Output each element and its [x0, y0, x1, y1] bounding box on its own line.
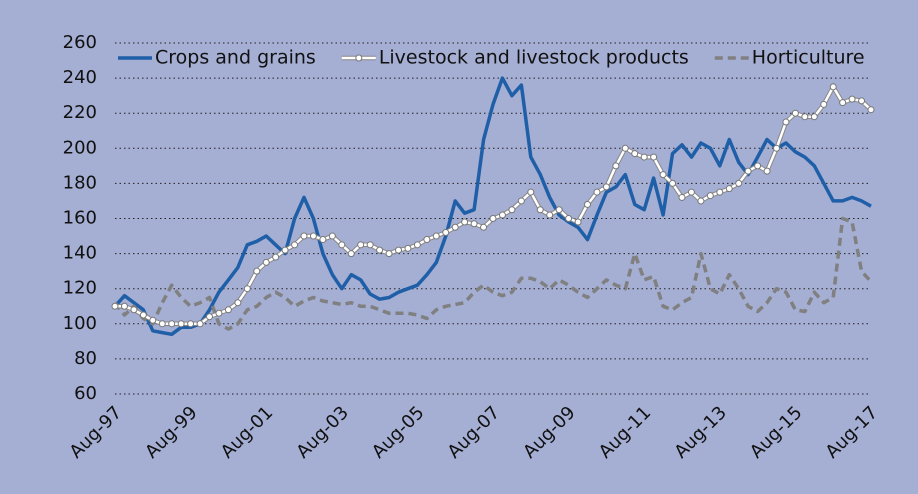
series-marker — [498, 211, 506, 219]
series-marker — [631, 150, 639, 158]
y-tick-label: 60 — [74, 383, 97, 404]
series-marker — [262, 258, 270, 266]
series-marker — [177, 320, 185, 328]
series-marker — [621, 144, 629, 152]
series-marker — [725, 185, 733, 193]
series-marker — [763, 167, 771, 175]
series-marker — [357, 241, 365, 249]
legend-label: Horticulture — [752, 47, 865, 69]
series-marker — [168, 320, 176, 328]
series-marker — [253, 267, 261, 275]
series-marker — [158, 320, 166, 328]
series-marker — [130, 306, 138, 314]
series-marker — [574, 218, 582, 226]
series-marker — [527, 188, 535, 196]
series-marker — [829, 83, 837, 91]
series-marker — [858, 97, 866, 105]
series-marker — [706, 192, 714, 200]
series-marker — [338, 241, 346, 249]
series-marker — [640, 153, 648, 161]
series-marker — [149, 316, 157, 324]
y-tick-label: 220 — [63, 102, 97, 123]
series-marker — [697, 197, 705, 205]
series-marker — [442, 229, 450, 237]
series-marker — [470, 220, 478, 228]
series-marker — [612, 162, 620, 170]
series-marker — [234, 299, 242, 307]
series-marker — [593, 188, 601, 196]
series-marker — [782, 118, 790, 126]
series-marker — [650, 153, 658, 161]
series-marker — [546, 211, 554, 219]
legend-label: Livestock and livestock products — [379, 47, 689, 69]
series-marker — [187, 320, 195, 328]
series-marker — [489, 215, 497, 222]
y-tick-label: 120 — [63, 278, 97, 299]
y-tick-label: 100 — [63, 313, 97, 334]
series-marker — [461, 218, 469, 226]
series-marker — [243, 285, 251, 293]
series-marker — [451, 223, 459, 231]
series-marker — [687, 188, 695, 196]
series-marker — [404, 244, 412, 252]
y-tick-label: 180 — [63, 172, 97, 193]
series-marker — [215, 309, 223, 317]
y-tick-label: 80 — [74, 348, 97, 369]
series-marker — [839, 99, 847, 107]
series-marker — [395, 246, 402, 254]
series-marker — [848, 95, 856, 103]
y-tick-label: 260 — [63, 32, 97, 53]
series-marker — [744, 167, 752, 175]
series-marker — [206, 313, 213, 321]
series-marker — [810, 113, 818, 121]
y-tick-label: 200 — [63, 137, 97, 158]
series-marker — [480, 223, 488, 231]
series-marker — [565, 215, 573, 222]
series-marker — [716, 188, 724, 196]
series-marker — [366, 241, 374, 249]
series-marker — [300, 232, 308, 240]
series-marker — [773, 144, 780, 152]
series-marker — [196, 320, 204, 328]
series-marker — [423, 236, 431, 244]
series-marker — [735, 179, 743, 187]
y-tick-label: 160 — [63, 208, 97, 229]
series-marker — [281, 246, 289, 254]
series-line — [113, 216, 873, 331]
legend-label: Crops and grains — [155, 47, 316, 69]
series-marker — [801, 113, 809, 121]
series-marker — [309, 232, 317, 240]
series-marker — [272, 253, 280, 261]
series-marker — [224, 306, 232, 314]
series-marker — [111, 302, 119, 310]
series-marker — [432, 232, 440, 240]
series-marker — [584, 200, 591, 208]
series-marker — [376, 246, 384, 254]
series-marker — [319, 236, 327, 244]
series-marker — [669, 179, 677, 187]
series-marker — [385, 250, 393, 258]
series-marker — [791, 109, 799, 117]
series-marker — [536, 206, 544, 214]
series-marker — [820, 100, 828, 108]
series-marker — [120, 302, 128, 310]
series-marker — [139, 311, 147, 319]
legend-marker — [355, 54, 363, 62]
series-marker — [659, 171, 667, 179]
y-tick-label: 140 — [63, 243, 97, 264]
series-marker — [602, 183, 610, 191]
series-marker — [413, 241, 421, 249]
series-marker — [508, 206, 516, 214]
series-marker — [678, 193, 686, 201]
series-marker — [291, 241, 299, 249]
series-marker — [754, 162, 762, 170]
series-marker — [347, 250, 355, 258]
series-marker — [328, 232, 336, 240]
series-marker — [517, 197, 525, 205]
series-marker — [555, 206, 563, 214]
y-tick-label: 240 — [63, 67, 97, 88]
series-marker — [867, 106, 875, 114]
